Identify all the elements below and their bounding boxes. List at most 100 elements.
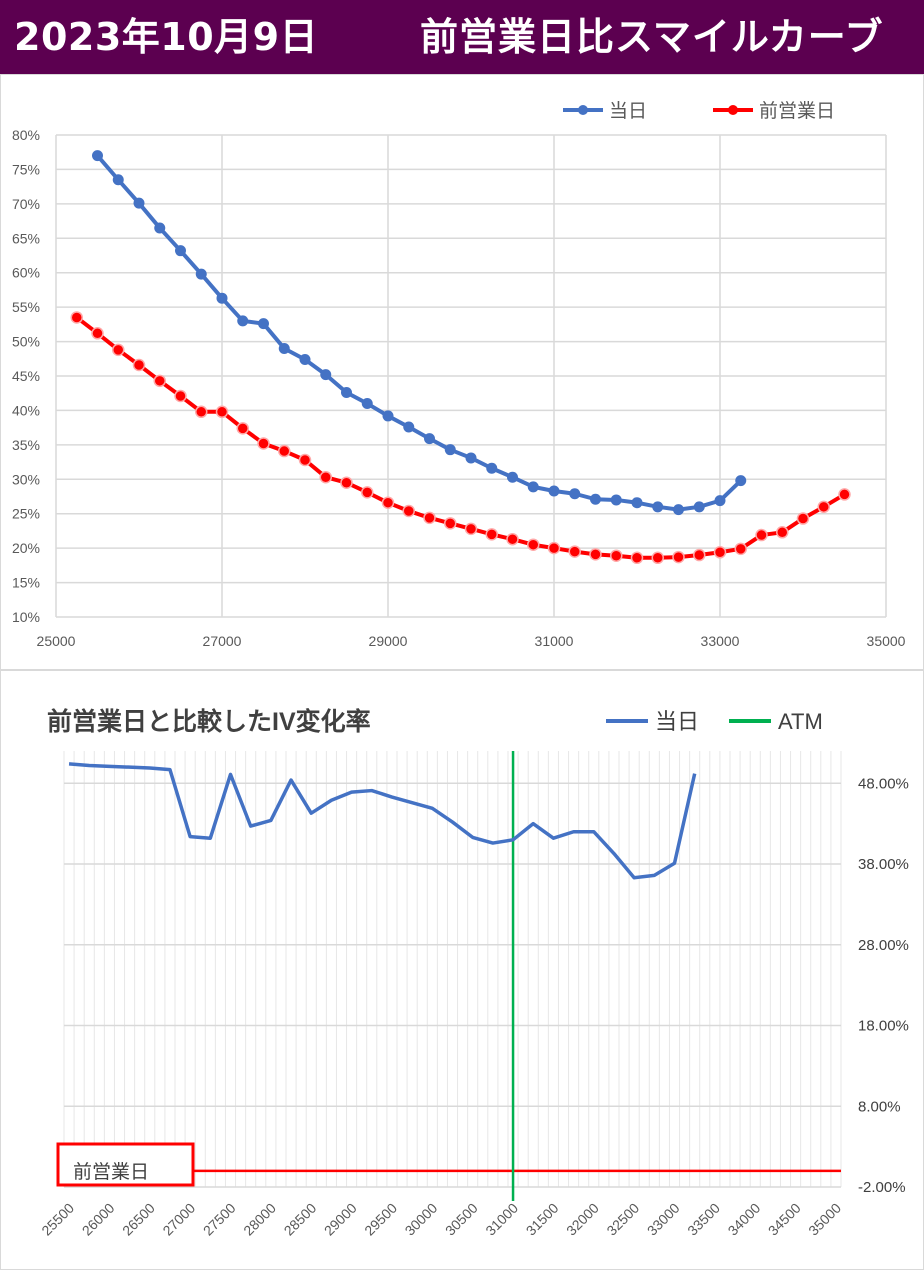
data-point [817, 500, 830, 514]
data-point [382, 410, 394, 422]
data-point [195, 268, 207, 280]
x-tick-label: 27500 [200, 1200, 239, 1239]
data-point [340, 476, 353, 489]
x-tick-label: 26500 [119, 1200, 158, 1239]
data-point [175, 245, 186, 257]
series-line [95, 154, 743, 512]
legend-label: ATM [778, 709, 823, 734]
data-point [568, 545, 581, 558]
data-point [341, 387, 352, 399]
x-tick-label: 35000 [805, 1200, 844, 1239]
data-point [506, 532, 519, 546]
x-tick-label: 27000 [159, 1200, 198, 1239]
x-tick-label: 32000 [563, 1200, 602, 1239]
data-point [464, 522, 478, 536]
x-tick-label: 34500 [765, 1200, 804, 1239]
data-point [589, 548, 602, 561]
data-point [569, 488, 581, 500]
data-point [132, 358, 146, 372]
data-point [92, 150, 103, 162]
x-tick-label: 31000 [482, 1200, 521, 1239]
data-point [486, 462, 498, 474]
y-tick-label: 25% [12, 506, 40, 522]
data-point [548, 485, 560, 497]
data-point [402, 504, 415, 518]
data-point [527, 538, 540, 551]
data-point [298, 453, 312, 467]
x-tick-label: 30500 [442, 1200, 481, 1239]
x-tick-label: 30000 [402, 1200, 441, 1239]
series-today [92, 150, 747, 516]
y-tick-label: 15% [12, 575, 40, 591]
data-point [527, 481, 539, 493]
x-tick-label: 27000 [203, 633, 242, 649]
data-point [652, 501, 664, 513]
x-tick-label: 28000 [240, 1200, 279, 1239]
y-tick-label: 35% [12, 437, 40, 453]
x-tick-label: 33500 [684, 1200, 723, 1239]
header-date: 2023年10月9日 [14, 15, 319, 59]
y-tick-label: 60% [12, 265, 40, 281]
data-point [70, 311, 83, 324]
data-point [319, 470, 332, 484]
x-tick-label: 35000 [867, 633, 906, 649]
data-point [257, 437, 270, 450]
data-point [361, 486, 374, 499]
data-point [485, 528, 498, 541]
data-point [320, 369, 332, 381]
data-point [154, 222, 166, 234]
data-point [735, 475, 747, 487]
header-bar: 2023年10月9日 前営業日比スマイルカーブ [0, 0, 924, 74]
x-tick-label: 29000 [321, 1200, 360, 1239]
data-point [734, 542, 747, 556]
series-line [75, 315, 846, 560]
series-today [68, 762, 697, 880]
x-tick-label: 29000 [369, 633, 408, 649]
series-prev [70, 311, 851, 565]
data-point [755, 528, 768, 542]
data-point [216, 292, 228, 304]
y-tick-label: 48.00% [858, 775, 909, 792]
x-tick-label: 29500 [361, 1200, 400, 1239]
y-tick-label: 8.00% [858, 1098, 901, 1115]
data-point [215, 405, 229, 419]
x-tick-label: 31000 [535, 633, 574, 649]
x-tick-label: 32500 [603, 1200, 642, 1239]
smile-curve-chart-panel: 10% 15% 20% 25% 30% 35% 40% 45% 50% 55% 60% 65% 70% 7… [0, 74, 924, 670]
data-point [381, 496, 395, 509]
y-tick-label: 70% [12, 196, 40, 212]
data-point [361, 398, 373, 410]
data-point [403, 421, 415, 433]
series-line [68, 762, 697, 880]
y-tick-label: 20% [12, 540, 40, 556]
y-tick-label: 30% [12, 471, 40, 487]
y-tick-label: 50% [12, 334, 40, 350]
prev-day-label-box [56, 1142, 195, 1187]
data-point [610, 549, 623, 562]
x-tick-label: 25500 [38, 1200, 77, 1239]
x-tick-label: 26000 [79, 1200, 118, 1239]
data-point [424, 433, 435, 445]
data-point [174, 389, 187, 403]
data-point [673, 504, 684, 516]
data-point [631, 497, 643, 509]
chart-title: 前営業日と比較したIV変化率 [47, 707, 371, 736]
data-point [444, 517, 457, 530]
x-tick-label: 34000 [725, 1200, 764, 1239]
y-tick-label: 38.00% [858, 856, 909, 873]
y-tick-label: 10% [12, 609, 40, 625]
data-point [610, 494, 622, 506]
data-point [590, 493, 601, 505]
data-point [236, 422, 249, 435]
data-point [714, 495, 726, 507]
y-tick-label: 80% [12, 127, 40, 143]
data-point [444, 444, 456, 456]
iv-change-chart-panel: 前営業日と比較したIV変化率 -2.00% 8.00% 18.00% 28.00% 38.… [0, 670, 924, 1270]
data-point [133, 197, 145, 209]
x-tick-label: 33000 [644, 1200, 683, 1239]
legend-label: 前営業日 [759, 100, 835, 122]
data-point [278, 342, 290, 354]
data-point [258, 318, 269, 330]
data-point [423, 511, 436, 525]
data-point [693, 501, 705, 513]
